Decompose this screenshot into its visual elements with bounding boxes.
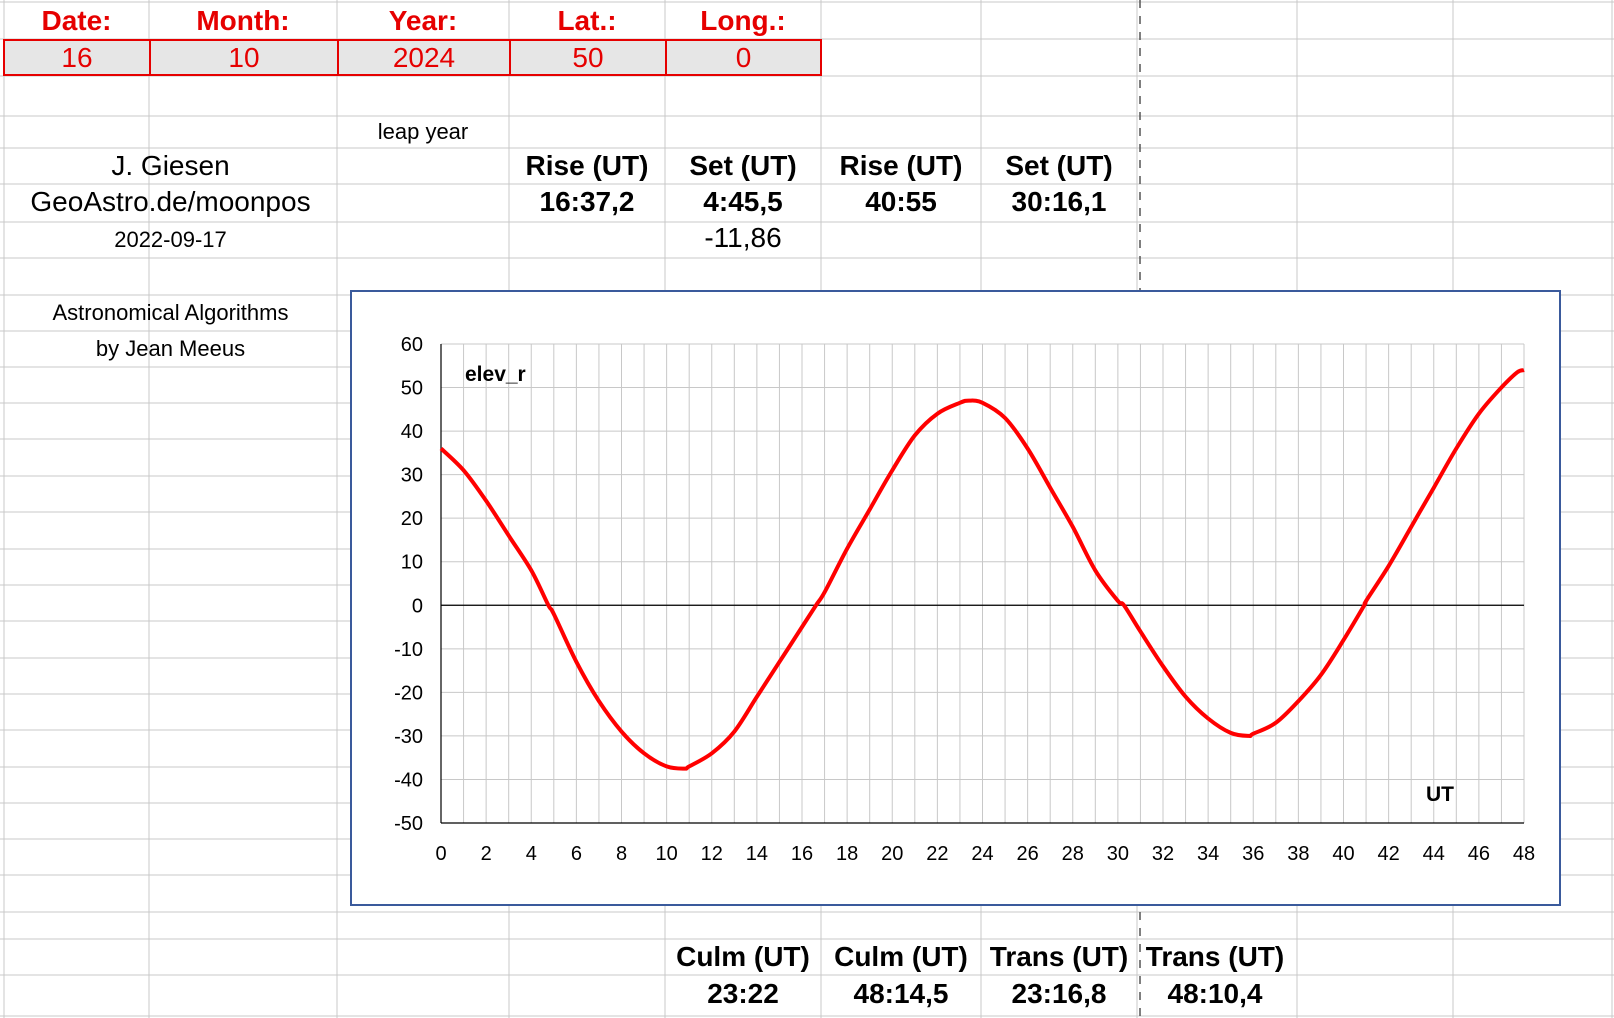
rise-ut-value-1: 16:37,2	[539, 186, 635, 217]
chart-y-tick-label: -10	[394, 639, 423, 661]
chart-x-tick-label: 18	[836, 843, 858, 865]
chart-x-tick-label: 44	[1423, 843, 1445, 865]
chart-x-tick-label: 0	[435, 843, 446, 865]
chart-x-tick-label: 36	[1242, 843, 1264, 865]
trans-ut-header-1: Trans (UT)	[989, 941, 1129, 972]
trans-ut-header-2: Trans (UT)	[1145, 941, 1285, 972]
month-input[interactable]: 10	[149, 39, 339, 76]
chart-y-tick-label: 10	[401, 552, 423, 574]
chart-y-tick-label: -40	[394, 769, 423, 791]
book-title: Astronomical Algorithms	[52, 300, 289, 325]
date-input[interactable]: 16	[3, 39, 151, 76]
chart-x-tick-label: 14	[746, 843, 768, 865]
rise-ut-header-2: Rise (UT)	[839, 150, 963, 181]
culm-ut-value-2: 48:14,5	[853, 978, 949, 1009]
author-name: J. Giesen	[111, 150, 230, 181]
chart-title: elev_r	[465, 363, 526, 386]
trans-ut-value-1: 23:16,8	[1011, 978, 1107, 1009]
elevation-curve	[439, 368, 1525, 771]
chart-x-tick-label: 2	[481, 843, 492, 865]
year-input[interactable]: 2024	[337, 39, 511, 76]
chart-x-tick-label: 42	[1378, 843, 1400, 865]
chart-y-tick-label: 20	[401, 508, 423, 530]
header-lat: Lat.:	[557, 5, 617, 36]
chart-x-tick-label: 28	[1062, 843, 1084, 865]
chart-x-tick-label: 10	[656, 843, 678, 865]
header-year: Year:	[388, 5, 458, 36]
chart-y-tick-label: -50	[394, 813, 423, 835]
chart-x-tick-label: 26	[1017, 843, 1039, 865]
chart-x-tick-label: 34	[1197, 843, 1219, 865]
rise-ut-value-2: 40:55	[865, 186, 937, 217]
chart-y-tick-label: -30	[394, 726, 423, 748]
trans-ut-value-2: 48:10,4	[1167, 978, 1263, 1009]
chart-y-tick-label: 50	[401, 378, 423, 400]
site-link: GeoAstro.de/moonpos	[30, 186, 311, 217]
lat-input[interactable]: 50	[509, 39, 667, 76]
chart-x-tick-label: 6	[571, 843, 582, 865]
elevation-value: -11,86	[704, 222, 782, 253]
culm-ut-value-1: 23:22	[707, 978, 779, 1009]
set-ut-header-2: Set (UT)	[1005, 150, 1113, 181]
header-date: Date:	[41, 5, 112, 36]
culm-ut-header-1: Culm (UT)	[676, 941, 810, 972]
chart-y-tick-label: 30	[401, 465, 423, 487]
chart-x-tick-label: 48	[1513, 843, 1535, 865]
chart-x-tick-label: 16	[791, 843, 813, 865]
chart-x-tick-label: 8	[616, 843, 627, 865]
version-date: 2022-09-17	[114, 227, 227, 252]
chart-x-tick-label: 12	[701, 843, 723, 865]
elevation-chart[interactable]: 60 50 40 30 20 10 0 -10 -20 -30 -40 -50 0 2 4 6 8 10 12 14…	[350, 290, 1561, 906]
chart-x-tick-label: 20	[881, 843, 903, 865]
chart-y-tick-label: -20	[394, 682, 423, 704]
chart-y-tick-label: 0	[412, 595, 423, 617]
chart-x-tick-label: 38	[1287, 843, 1309, 865]
chart-x-tick-label: 22	[926, 843, 948, 865]
culm-ut-header-2: Culm (UT)	[834, 941, 968, 972]
set-ut-header-1: Set (UT)	[689, 150, 797, 181]
chart-y-tick-label: 60	[401, 334, 423, 356]
chart-x-tick-label: 46	[1468, 843, 1490, 865]
header-month: Month:	[196, 5, 290, 36]
chart-x-tick-label: 24	[971, 843, 993, 865]
set-ut-value-2: 30:16,1	[1011, 186, 1107, 217]
long-input[interactable]: 0	[665, 39, 822, 76]
chart-x-tick-label: 4	[526, 843, 537, 865]
chart-y-tick-label: 40	[401, 421, 423, 443]
chart-x-tick-label: 30	[1107, 843, 1129, 865]
book-author: by Jean Meeus	[95, 336, 246, 361]
chart-x-axis-label: UT	[1426, 783, 1454, 806]
chart-x-tick-label: 40	[1332, 843, 1354, 865]
leap-year-label: leap year	[377, 119, 469, 144]
chart-x-tick-label: 32	[1152, 843, 1174, 865]
rise-ut-header-1: Rise (UT)	[525, 150, 649, 181]
header-long: Long.:	[700, 5, 786, 36]
set-ut-value-1: 4:45,5	[703, 186, 783, 217]
